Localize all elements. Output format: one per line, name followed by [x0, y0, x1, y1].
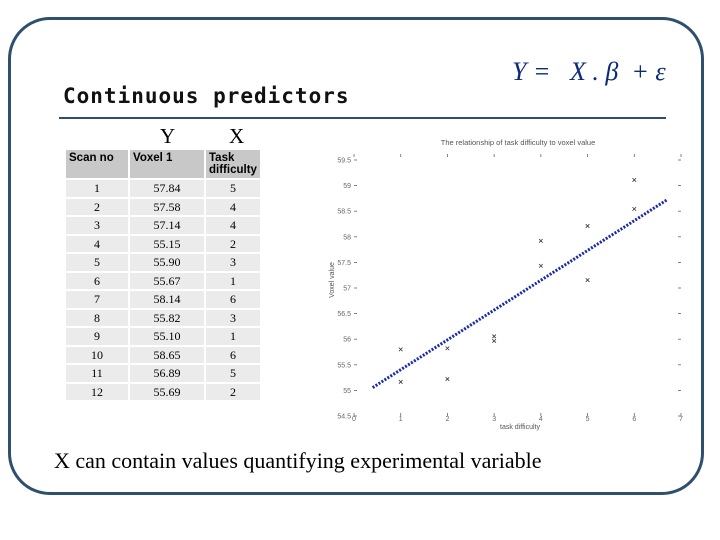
slide-title: Continuous predictors [63, 84, 350, 108]
data-point [398, 347, 403, 352]
x-tick-label: 0 [352, 416, 356, 423]
cell-voxel: 55.69 [130, 383, 204, 400]
cell-task-difficulty: 3 [206, 309, 260, 326]
cell-scan-no: 8 [66, 309, 128, 326]
cell-task-difficulty: 5 [206, 365, 260, 382]
table-row: 9 55.10 1 [66, 328, 260, 345]
y-tick-label: 54.5 [337, 414, 351, 421]
cell-voxel: 57.58 [130, 198, 204, 215]
cell-scan-no: 12 [66, 383, 128, 400]
cell-task-difficulty: 5 [206, 180, 260, 197]
cell-task-difficulty: 3 [206, 254, 260, 271]
table-row: 1 57.84 5 [66, 180, 260, 197]
cell-scan-no: 9 [66, 328, 128, 345]
cell-scan-no: 5 [66, 254, 128, 271]
x-tick-label: 3 [492, 416, 496, 423]
cell-scan-no: 1 [66, 180, 128, 197]
table-row: 11 56.89 5 [66, 365, 260, 382]
table-row: 5 55.90 3 [66, 254, 260, 271]
x-axis-label: task difficulty [500, 424, 540, 431]
data-point [398, 379, 403, 384]
cell-voxel: 57.84 [130, 180, 204, 197]
cell-scan-no: 11 [66, 365, 128, 382]
y-tick-label: 56.5 [337, 311, 351, 318]
y-tick-label: 57 [343, 286, 351, 293]
data-point [492, 338, 497, 343]
cell-voxel: 56.89 [130, 365, 204, 382]
cell-task-difficulty: 1 [206, 272, 260, 289]
cell-task-difficulty: 6 [206, 346, 260, 363]
header-voxel: Voxel 1 [130, 150, 204, 178]
cell-voxel: 58.14 [130, 291, 204, 308]
data-point [632, 206, 637, 212]
cell-task-difficulty: 4 [206, 198, 260, 215]
y-tick-label: 59.5 [337, 158, 351, 165]
data-point [585, 277, 590, 283]
y-tick-label: 59 [343, 183, 351, 190]
x-tick-label: 5 [586, 416, 590, 423]
data-point [632, 177, 637, 182]
data-point [538, 263, 543, 268]
table-row: 2 57.58 4 [66, 198, 260, 215]
y-tick-label: 56 [343, 337, 351, 344]
table-row: 6 55.67 1 [66, 272, 260, 289]
table-row: 10 58.65 6 [66, 346, 260, 363]
fit-line [371, 198, 668, 389]
cell-scan-no: 2 [66, 198, 128, 215]
cell-voxel: 55.82 [130, 309, 204, 326]
header-task-difficulty: Task difficulty [206, 150, 260, 178]
cell-voxel: 55.67 [130, 272, 204, 289]
y-tick-label: 55 [343, 388, 351, 395]
slide-frame [8, 17, 704, 495]
cell-task-difficulty: 6 [206, 291, 260, 308]
cell-voxel: 58.65 [130, 346, 204, 363]
x-tick-label: 7 [679, 416, 683, 423]
scatter-plot: The relationship of task difficulty to v… [329, 138, 683, 431]
y-tick-label: 58 [343, 234, 351, 241]
cell-task-difficulty: 1 [206, 328, 260, 345]
cell-scan-no: 4 [66, 235, 128, 252]
x-tick-label: 4 [539, 416, 543, 423]
chart-title: The relationship of task difficulty to v… [441, 138, 596, 147]
cell-scan-no: 6 [66, 272, 128, 289]
cell-task-difficulty: 2 [206, 235, 260, 252]
data-point [445, 376, 450, 382]
title-divider [59, 117, 666, 119]
cell-voxel: 55.10 [130, 328, 204, 345]
table-row: 7 58.14 6 [66, 291, 260, 308]
y-axis-label: Voxel value [329, 262, 336, 298]
table-row: 4 55.15 2 [66, 235, 260, 252]
table-row: 3 57.14 4 [66, 217, 260, 234]
cell-scan-no: 10 [66, 346, 128, 363]
table-row: 12 55.69 2 [66, 383, 260, 400]
cell-task-difficulty: 4 [206, 217, 260, 234]
data-point [585, 223, 590, 229]
cell-scan-no: 3 [66, 217, 128, 234]
y-tick-label: 55.5 [337, 362, 351, 369]
data-table: Scan no Voxel 1 Task difficulty 1 57.84 5 2… [64, 148, 262, 402]
x-column-label: X [229, 124, 245, 148]
x-tick-label: 6 [632, 416, 636, 423]
x-tick-label: 2 [445, 416, 449, 423]
cell-task-difficulty: 2 [206, 383, 260, 400]
glm-equation: Y = X . β + ε [512, 57, 666, 86]
cell-voxel: 55.15 [130, 235, 204, 252]
data-point [492, 334, 497, 339]
cell-voxel: 55.90 [130, 254, 204, 271]
y-tick-label: 58.5 [337, 209, 351, 216]
x-tick-label: 1 [399, 416, 403, 423]
cell-voxel: 57.14 [130, 217, 204, 234]
data-point [445, 346, 450, 351]
cell-scan-no: 7 [66, 291, 128, 308]
header-scan-no: Scan no [66, 150, 128, 178]
y-column-label: Y [160, 124, 176, 148]
data-point [538, 238, 543, 243]
table-row: 8 55.82 3 [66, 309, 260, 326]
footer-caption: X can contain values quantifying experim… [54, 448, 542, 473]
y-tick-label: 57.5 [337, 260, 351, 267]
